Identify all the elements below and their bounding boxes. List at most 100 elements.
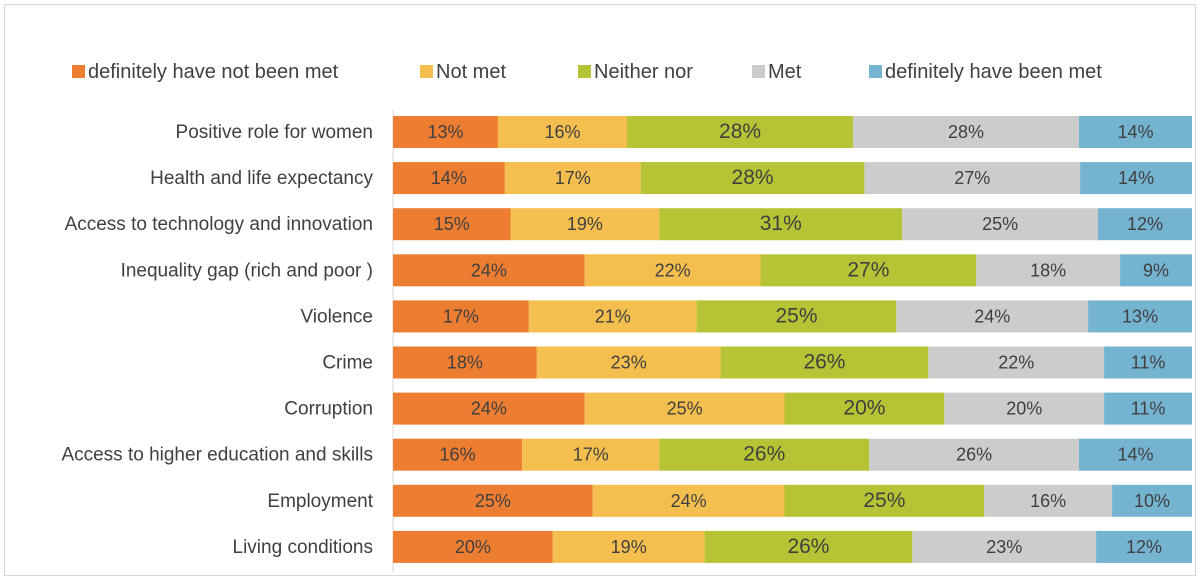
bar-segment-definitely-have-not-been-met xyxy=(393,484,593,517)
data-label: 16% xyxy=(1030,491,1066,511)
legend-swatch xyxy=(72,65,85,78)
bar-segment-not-met xyxy=(584,392,785,425)
bar-row-employment: 25% 24% 25% 16% 10% xyxy=(393,484,1192,517)
bar-segment-definitely-have-not-been-met xyxy=(393,208,511,241)
bar-segment-definitely-have-not-been-met xyxy=(393,392,585,425)
data-label: 27% xyxy=(847,258,889,281)
legend-item-neither-nor: Neither nor xyxy=(578,61,693,83)
data-label: 26% xyxy=(787,535,829,558)
legend-swatch xyxy=(578,65,591,78)
data-label: 20% xyxy=(1006,399,1042,419)
data-label: 14% xyxy=(1117,122,1153,142)
category-label-crime: Crime xyxy=(322,353,373,374)
bar-segment-definitely-have-been-met xyxy=(1080,162,1192,195)
bars: 13% 16% 28% 28% 14% 14% 17% 28% 27% 14% 15% 19% 31% 2… xyxy=(393,116,1192,563)
data-label: 19% xyxy=(611,537,647,557)
chart-frame xyxy=(4,4,1196,576)
bar-segment-met xyxy=(944,392,1105,425)
bar-segment-definitely-have-not-been-met xyxy=(393,300,529,333)
data-label: 26% xyxy=(956,445,992,465)
data-label: 17% xyxy=(573,445,609,465)
bar-segment-not-met xyxy=(584,254,761,287)
bar-row-corruption: 24% 25% 20% 20% 11% xyxy=(393,392,1192,425)
data-label: 17% xyxy=(555,168,591,188)
bar-row-living-conditions: 20% 19% 26% 23% 12% xyxy=(393,530,1192,563)
bar-segment-met xyxy=(976,254,1121,287)
category-label-health-and-life-expectancy: Health and life expectancy xyxy=(150,168,373,189)
data-label: 24% xyxy=(471,399,507,419)
data-label: 10% xyxy=(1134,491,1170,511)
data-label: 13% xyxy=(1122,306,1158,326)
bar-row-health-and-life-expectancy: 14% 17% 28% 27% 14% xyxy=(393,162,1192,195)
bar-segment-definitely-have-been-met xyxy=(1104,346,1192,379)
data-label: 20% xyxy=(843,397,885,420)
bar-segment-definitely-have-not-been-met xyxy=(393,530,553,563)
bar-segment-met xyxy=(984,484,1113,517)
bar-segment-neither-nor xyxy=(760,254,977,287)
bar-segment-neither-nor xyxy=(784,484,985,517)
bar-segment-neither-nor xyxy=(640,162,865,195)
bar-segment-definitely-have-not-been-met xyxy=(393,346,537,379)
data-label: 28% xyxy=(719,120,761,143)
bar-segment-not-met xyxy=(536,346,721,379)
bar-segment-neither-nor xyxy=(659,438,870,471)
bar-segment-neither-nor xyxy=(704,530,913,563)
bar-segment-not-met xyxy=(552,530,705,563)
bar-segment-met xyxy=(896,300,1089,333)
category-labels: Positive role for women Health and life e… xyxy=(61,122,373,558)
bar-row-violence: 17% 21% 25% 24% 13% xyxy=(393,300,1192,333)
data-label: 25% xyxy=(863,489,905,512)
legend-label: Met xyxy=(768,61,802,83)
bar-segment-definitely-have-not-been-met xyxy=(393,438,523,471)
category-label-employment: Employment xyxy=(267,491,373,512)
legend-item-definitely-have-not-been-met: definitely have not been met xyxy=(72,61,339,83)
bar-segment-met xyxy=(902,208,1098,241)
legend-swatch xyxy=(420,65,433,78)
bar-segment-not-met xyxy=(592,484,785,517)
data-label: 16% xyxy=(440,445,476,465)
data-label: 16% xyxy=(544,122,580,142)
category-label-positive-role-for-women: Positive role for women xyxy=(176,122,373,143)
data-label: 14% xyxy=(431,168,467,188)
legend-label: Not met xyxy=(436,61,506,83)
bar-segment-definitely-have-been-met xyxy=(1098,208,1192,241)
bar-segment-not-met xyxy=(510,208,660,241)
bar-segment-definitely-have-been-met xyxy=(1079,438,1192,471)
bar-segment-definitely-have-been-met xyxy=(1104,392,1192,425)
bar-segment-met xyxy=(869,438,1080,471)
data-label: 23% xyxy=(986,537,1022,557)
data-label: 25% xyxy=(982,214,1018,234)
data-label: 22% xyxy=(998,353,1034,373)
bar-segment-definitely-have-been-met xyxy=(1096,530,1192,563)
legend-item-met: Met xyxy=(752,61,802,83)
data-label: 23% xyxy=(611,353,647,373)
legend-label: definitely have been met xyxy=(885,61,1102,83)
data-label: 20% xyxy=(455,537,491,557)
data-label: 28% xyxy=(948,122,984,142)
category-label-inequality-gap-rich-and-poor: Inequality gap (rich and poor ) xyxy=(121,260,373,281)
bar-segment-definitely-have-not-been-met xyxy=(393,116,498,148)
data-label: 13% xyxy=(427,122,463,142)
data-label: 26% xyxy=(803,351,845,374)
bar-segment-definitely-have-been-met xyxy=(1112,484,1192,517)
category-label-access-to-higher-education-and-skills: Access to higher education and skills xyxy=(61,445,373,466)
legend-label: Neither nor xyxy=(594,61,693,83)
bar-segment-neither-nor xyxy=(720,346,929,379)
category-label-corruption: Corruption xyxy=(284,399,373,420)
data-label: 18% xyxy=(447,353,483,373)
data-label: 19% xyxy=(567,214,603,234)
bar-segment-definitely-have-been-met xyxy=(1079,116,1192,148)
data-label: 11% xyxy=(1131,353,1166,373)
data-label: 9% xyxy=(1143,260,1169,280)
legend-label: definitely have not been met xyxy=(88,61,339,83)
bar-segment-met xyxy=(912,530,1097,563)
legend-swatch xyxy=(752,65,765,78)
bar-segment-not-met xyxy=(522,438,660,471)
data-label: 14% xyxy=(1117,445,1153,465)
legend: definitely have not been met Not met Neith… xyxy=(72,61,1102,83)
data-label: 14% xyxy=(1118,168,1154,188)
data-label: 31% xyxy=(760,212,802,235)
bar-segment-met xyxy=(853,116,1080,148)
bar-segment-met xyxy=(864,162,1081,195)
